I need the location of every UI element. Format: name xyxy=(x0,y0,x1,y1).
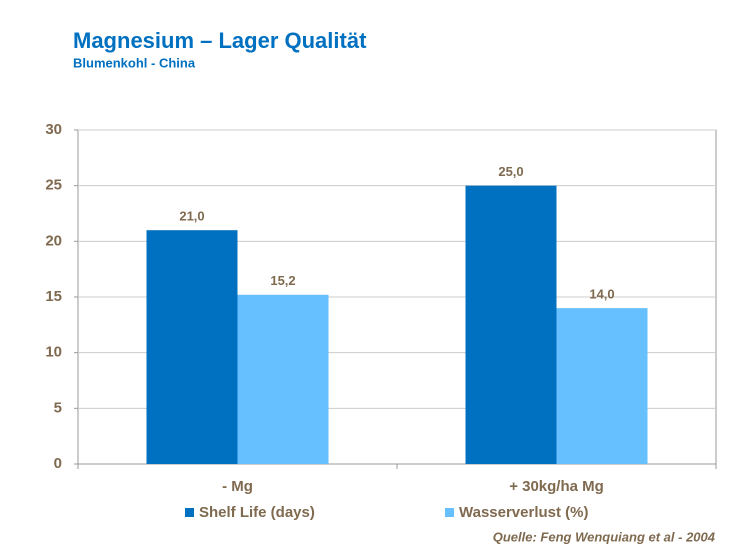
legend-label: Shelf Life (days) xyxy=(199,504,315,521)
legend-label: Wasserverlust (%) xyxy=(459,504,589,521)
source-note: Quelle: Feng Wenquiang et al - 2004 xyxy=(493,529,716,544)
value-label: 14,0 xyxy=(589,287,614,302)
value-label: 21,0 xyxy=(179,209,204,224)
chart-title: Magnesium – Lager Qualität xyxy=(73,28,367,53)
bar xyxy=(465,185,557,464)
x-tick-label: + 30kg/ha Mg xyxy=(509,478,604,495)
y-tick-label: 15 xyxy=(45,288,62,305)
bar xyxy=(146,230,238,464)
bar xyxy=(556,308,648,464)
bar xyxy=(237,294,329,464)
legend-swatch xyxy=(185,508,194,517)
y-tick-label: 25 xyxy=(45,177,62,194)
x-tick-label: - Mg xyxy=(222,478,253,495)
y-tick-label: 5 xyxy=(54,399,62,416)
y-tick-label: 10 xyxy=(45,344,62,361)
y-tick-label: 20 xyxy=(45,232,62,249)
y-tick-label: 0 xyxy=(54,455,62,472)
chart-subtitle: Blumenkohl - China xyxy=(73,55,196,70)
y-tick-label: 30 xyxy=(45,121,62,138)
value-label: 25,0 xyxy=(498,164,523,179)
legend-swatch xyxy=(445,508,454,517)
value-label: 15,2 xyxy=(270,273,295,288)
